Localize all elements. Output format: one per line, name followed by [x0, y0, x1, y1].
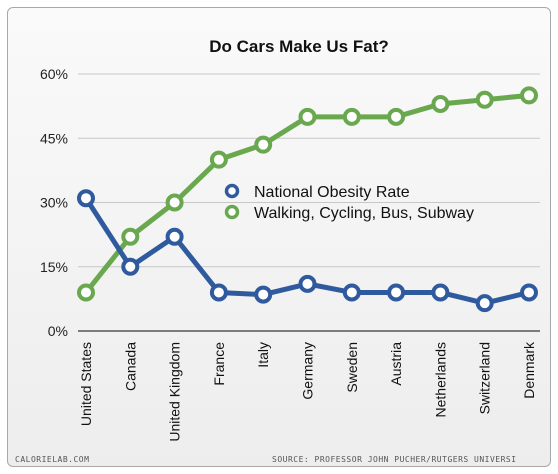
data-point: [77, 189, 95, 208]
legend-label: National Obesity Rate: [254, 184, 410, 201]
x-tick-label: France: [211, 342, 227, 386]
series-group: [77, 86, 538, 313]
chart-frame: [7, 7, 551, 467]
data-point: [520, 86, 538, 105]
x-tick-label: Sweden: [344, 342, 360, 393]
data-point: [520, 283, 538, 302]
x-tick-label: United States: [78, 342, 94, 426]
footer-source-right: SOURCE: PROFESSOR JOHN PUCHER/RUTGERS UN…: [272, 455, 517, 464]
data-point: [254, 285, 273, 304]
chart-title: Do Cars Make Us Fat?: [209, 37, 389, 56]
data-point: [121, 257, 140, 276]
x-tick-label: Germany: [300, 342, 316, 400]
x-axis-ticks: United States Canada United Kingdom France I…: [78, 341, 537, 442]
x-tick-label: Switzerland: [477, 342, 493, 414]
x-tick-label: Netherlands: [432, 342, 448, 418]
y-tick-label: 45%: [40, 130, 68, 146]
footer-source-left: CALORIELAB.COM: [15, 455, 89, 464]
data-point: [475, 90, 494, 109]
gridlines: [78, 73, 540, 332]
legend-marker: [224, 183, 240, 199]
data-point: [254, 135, 273, 154]
x-tick-label: Italy: [255, 342, 271, 368]
data-point: [342, 107, 361, 126]
y-tick-label: 15%: [40, 259, 68, 275]
y-tick-label: 30%: [40, 195, 68, 211]
legend-marker: [224, 204, 240, 220]
data-point: [387, 283, 406, 302]
data-point: [387, 107, 406, 126]
x-tick-label: Canada: [122, 342, 138, 391]
x-tick-label: Austria: [388, 342, 404, 386]
legend-label: Walking, Cycling, Bus, Subway: [254, 205, 474, 222]
data-point: [475, 294, 494, 313]
y-tick-label: 0%: [48, 323, 68, 339]
data-point: [121, 227, 140, 246]
data-point: [165, 227, 184, 246]
data-point: [298, 274, 317, 293]
y-tick-label: 60%: [40, 66, 68, 82]
x-tick-label: Denmark: [521, 341, 537, 399]
data-point: [342, 283, 361, 302]
legend: National Obesity Rate Walking, Cycling, B…: [224, 183, 474, 222]
data-point: [431, 283, 450, 302]
x-tick-label: United Kingdom: [167, 342, 183, 442]
data-point: [209, 283, 228, 302]
data-point: [165, 193, 184, 212]
data-point: [431, 94, 450, 113]
y-axis-ticks: 60% 45% 30% 15% 0%: [40, 66, 68, 339]
data-point: [77, 283, 95, 302]
data-point: [298, 107, 317, 126]
data-point: [209, 150, 228, 169]
